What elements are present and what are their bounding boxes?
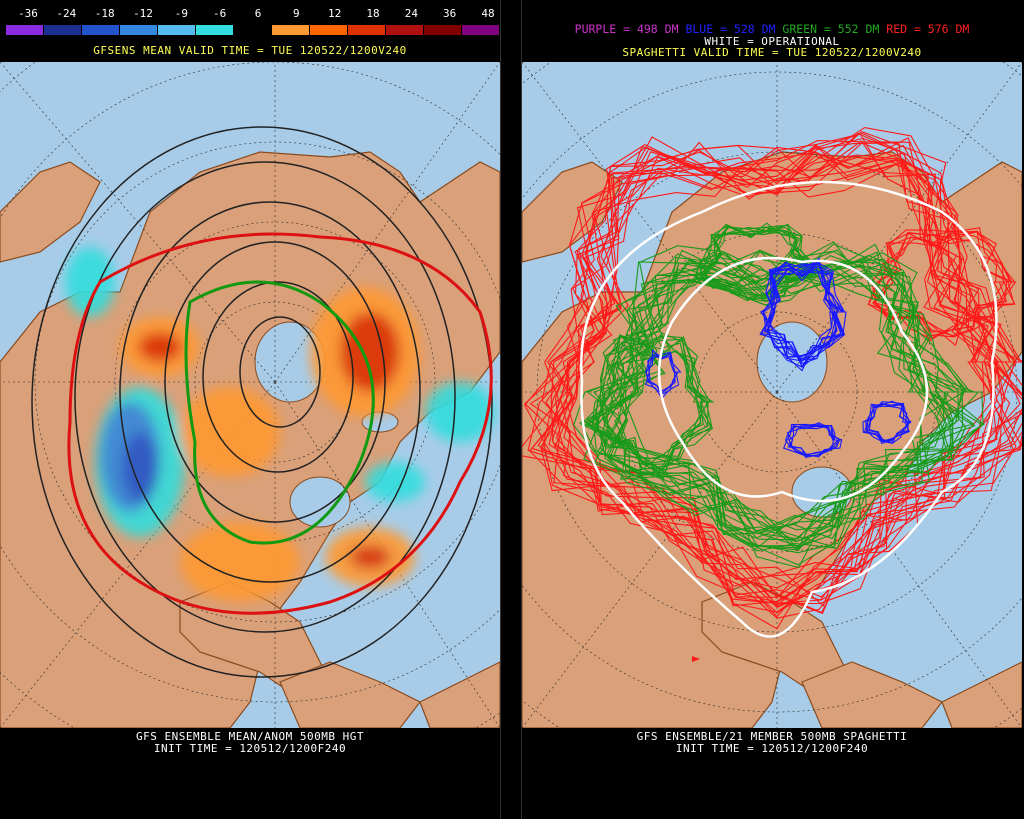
scale-label: -12: [133, 7, 153, 20]
spaghetti-contour: [602, 334, 712, 465]
scale-label: 6: [254, 7, 262, 20]
scale-swatch: [82, 25, 120, 35]
operational-label: WHITE = OPERATIONAL: [704, 35, 840, 48]
scale-swatch: [424, 25, 462, 35]
spaghetti-contour: [578, 263, 985, 539]
scale-swatch: [234, 25, 272, 35]
spaghetti-legend: PURPLE = 498 DM BLUE = 528 DM GREEN = 55…: [522, 22, 1022, 36]
ensemble-mean-panel: -36 -24 -18 -12 -9 -6 6 9 12 18 24 36 48 GFSENS MEAN…: [0, 0, 501, 819]
south-america-north: [419, 661, 500, 728]
spaghetti-contour: [537, 151, 1022, 589]
spaghetti-bottom-title: GFS ENSEMBLE/21 MEMBER 500MB SPAGHETTI: [636, 730, 908, 743]
scale-label: 24: [404, 7, 418, 20]
scale-label: -24: [56, 7, 77, 20]
spaghetti-valid-time-title: SPAGHETTI VALID TIME = TUE 120522/1200V2…: [622, 46, 922, 59]
ensemble-mean-map-svg: [0, 62, 500, 728]
anomaly-scale-labels: -36 -24 -18 -12 -9 -6 6 9 12 18 24 36 48: [8, 7, 498, 21]
scale-swatch: [158, 25, 196, 35]
inner-waters: [254, 321, 399, 528]
scale-swatch: [386, 25, 424, 35]
scale-swatch: [348, 25, 386, 35]
spaghetti-contour: [873, 227, 1013, 333]
spaghetti-contour: [614, 250, 954, 552]
south-america-north: [941, 661, 1022, 728]
scale-swatch: [196, 25, 234, 35]
spaghetti-contour: [766, 265, 839, 368]
mean-bottom-title: GFS ENSEMBLE MEAN/ANOM 500MB HGT: [136, 730, 364, 743]
spaghetti-contour: [527, 144, 1021, 615]
scale-swatch: [120, 25, 158, 35]
spaghetti-contour: [863, 403, 912, 442]
legend-blue: BLUE = 528 DM: [685, 22, 776, 36]
spaghetti-contour: [788, 425, 843, 455]
scale-swatch: [310, 25, 348, 35]
scale-label: -18: [94, 7, 115, 20]
scale-label: 12: [328, 7, 342, 20]
contour-552-green: [184, 280, 375, 545]
scale-label: -6: [213, 7, 227, 20]
spaghetti-contour: [698, 222, 808, 307]
spaghetti-contour: [580, 265, 945, 550]
scale-label: 18: [366, 7, 380, 20]
spaghetti-528-blue: [645, 257, 912, 459]
mean-init-time: INIT TIME = 120512/1200F240: [153, 742, 347, 755]
scale-label: 9: [293, 7, 300, 20]
hudson-bay: [289, 476, 351, 528]
scale-label: 48: [481, 7, 495, 20]
legend-green: GREEN = 552 DM: [782, 22, 880, 36]
asia-northwest: [0, 161, 101, 263]
scale-swatch: [462, 25, 500, 35]
scale-swatch: [272, 25, 310, 35]
spaghetti-contour: [866, 401, 911, 445]
spaghetti-contour: [596, 338, 709, 476]
legend-purple: PURPLE = 498 DM: [574, 22, 679, 36]
spaghetti-contour: [592, 241, 953, 541]
spaghetti-contour: [605, 255, 960, 543]
panel-divider: [500, 0, 522, 819]
height-contours: [31, 126, 493, 678]
spaghetti-576-red: [522, 127, 1022, 630]
asia-northwest: [522, 161, 623, 263]
spaghetti-contour: [599, 335, 709, 471]
spaghetti-contour: [554, 160, 1022, 607]
spaghetti-map-svg: [522, 62, 1022, 728]
spaghetti-panel: PURPLE = 498 DM BLUE = 528 DM GREEN = 55…: [522, 0, 1022, 819]
spaghetti-contour: [587, 263, 984, 533]
legend-red: RED = 576 DM: [886, 22, 970, 36]
scale-label: -36: [18, 7, 38, 20]
spaghetti-contour: [593, 332, 709, 460]
spaghetti-contour: [548, 133, 1017, 614]
scale-swatch: [44, 25, 82, 35]
spaghetti-contour: [787, 423, 834, 457]
spaghetti-contour: [600, 258, 975, 532]
scale-swatch: [6, 25, 44, 35]
inner-waters: [756, 321, 853, 518]
scale-label: -9: [174, 7, 188, 20]
scale-label: 36: [443, 7, 457, 20]
spaghetti-map: [522, 62, 1022, 728]
anomaly-color-scale: [5, 24, 501, 36]
operational-contours: [580, 180, 998, 638]
ensemble-mean-map: [0, 62, 500, 728]
spaghetti-contour: [760, 261, 846, 363]
spaghetti-contour: [530, 157, 1021, 601]
spaghetti-contour: [604, 251, 947, 551]
spaghetti-contour: [766, 266, 840, 361]
spaghetti-contour: [645, 353, 680, 399]
contour-576-red: [67, 232, 493, 615]
spaghetti-contour: [700, 226, 817, 300]
spaghetti-init-time: INIT TIME = 120512/1200F240: [675, 742, 869, 755]
flag-marker: [692, 656, 700, 662]
mean-valid-time-title: GFSENS MEAN VALID TIME = TUE 120522/1200…: [93, 44, 407, 57]
spaghetti-contour: [543, 143, 1022, 618]
